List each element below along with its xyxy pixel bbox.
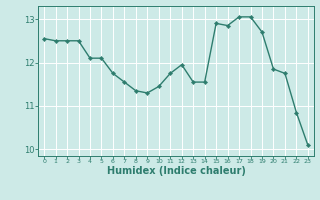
X-axis label: Humidex (Indice chaleur): Humidex (Indice chaleur) — [107, 166, 245, 176]
